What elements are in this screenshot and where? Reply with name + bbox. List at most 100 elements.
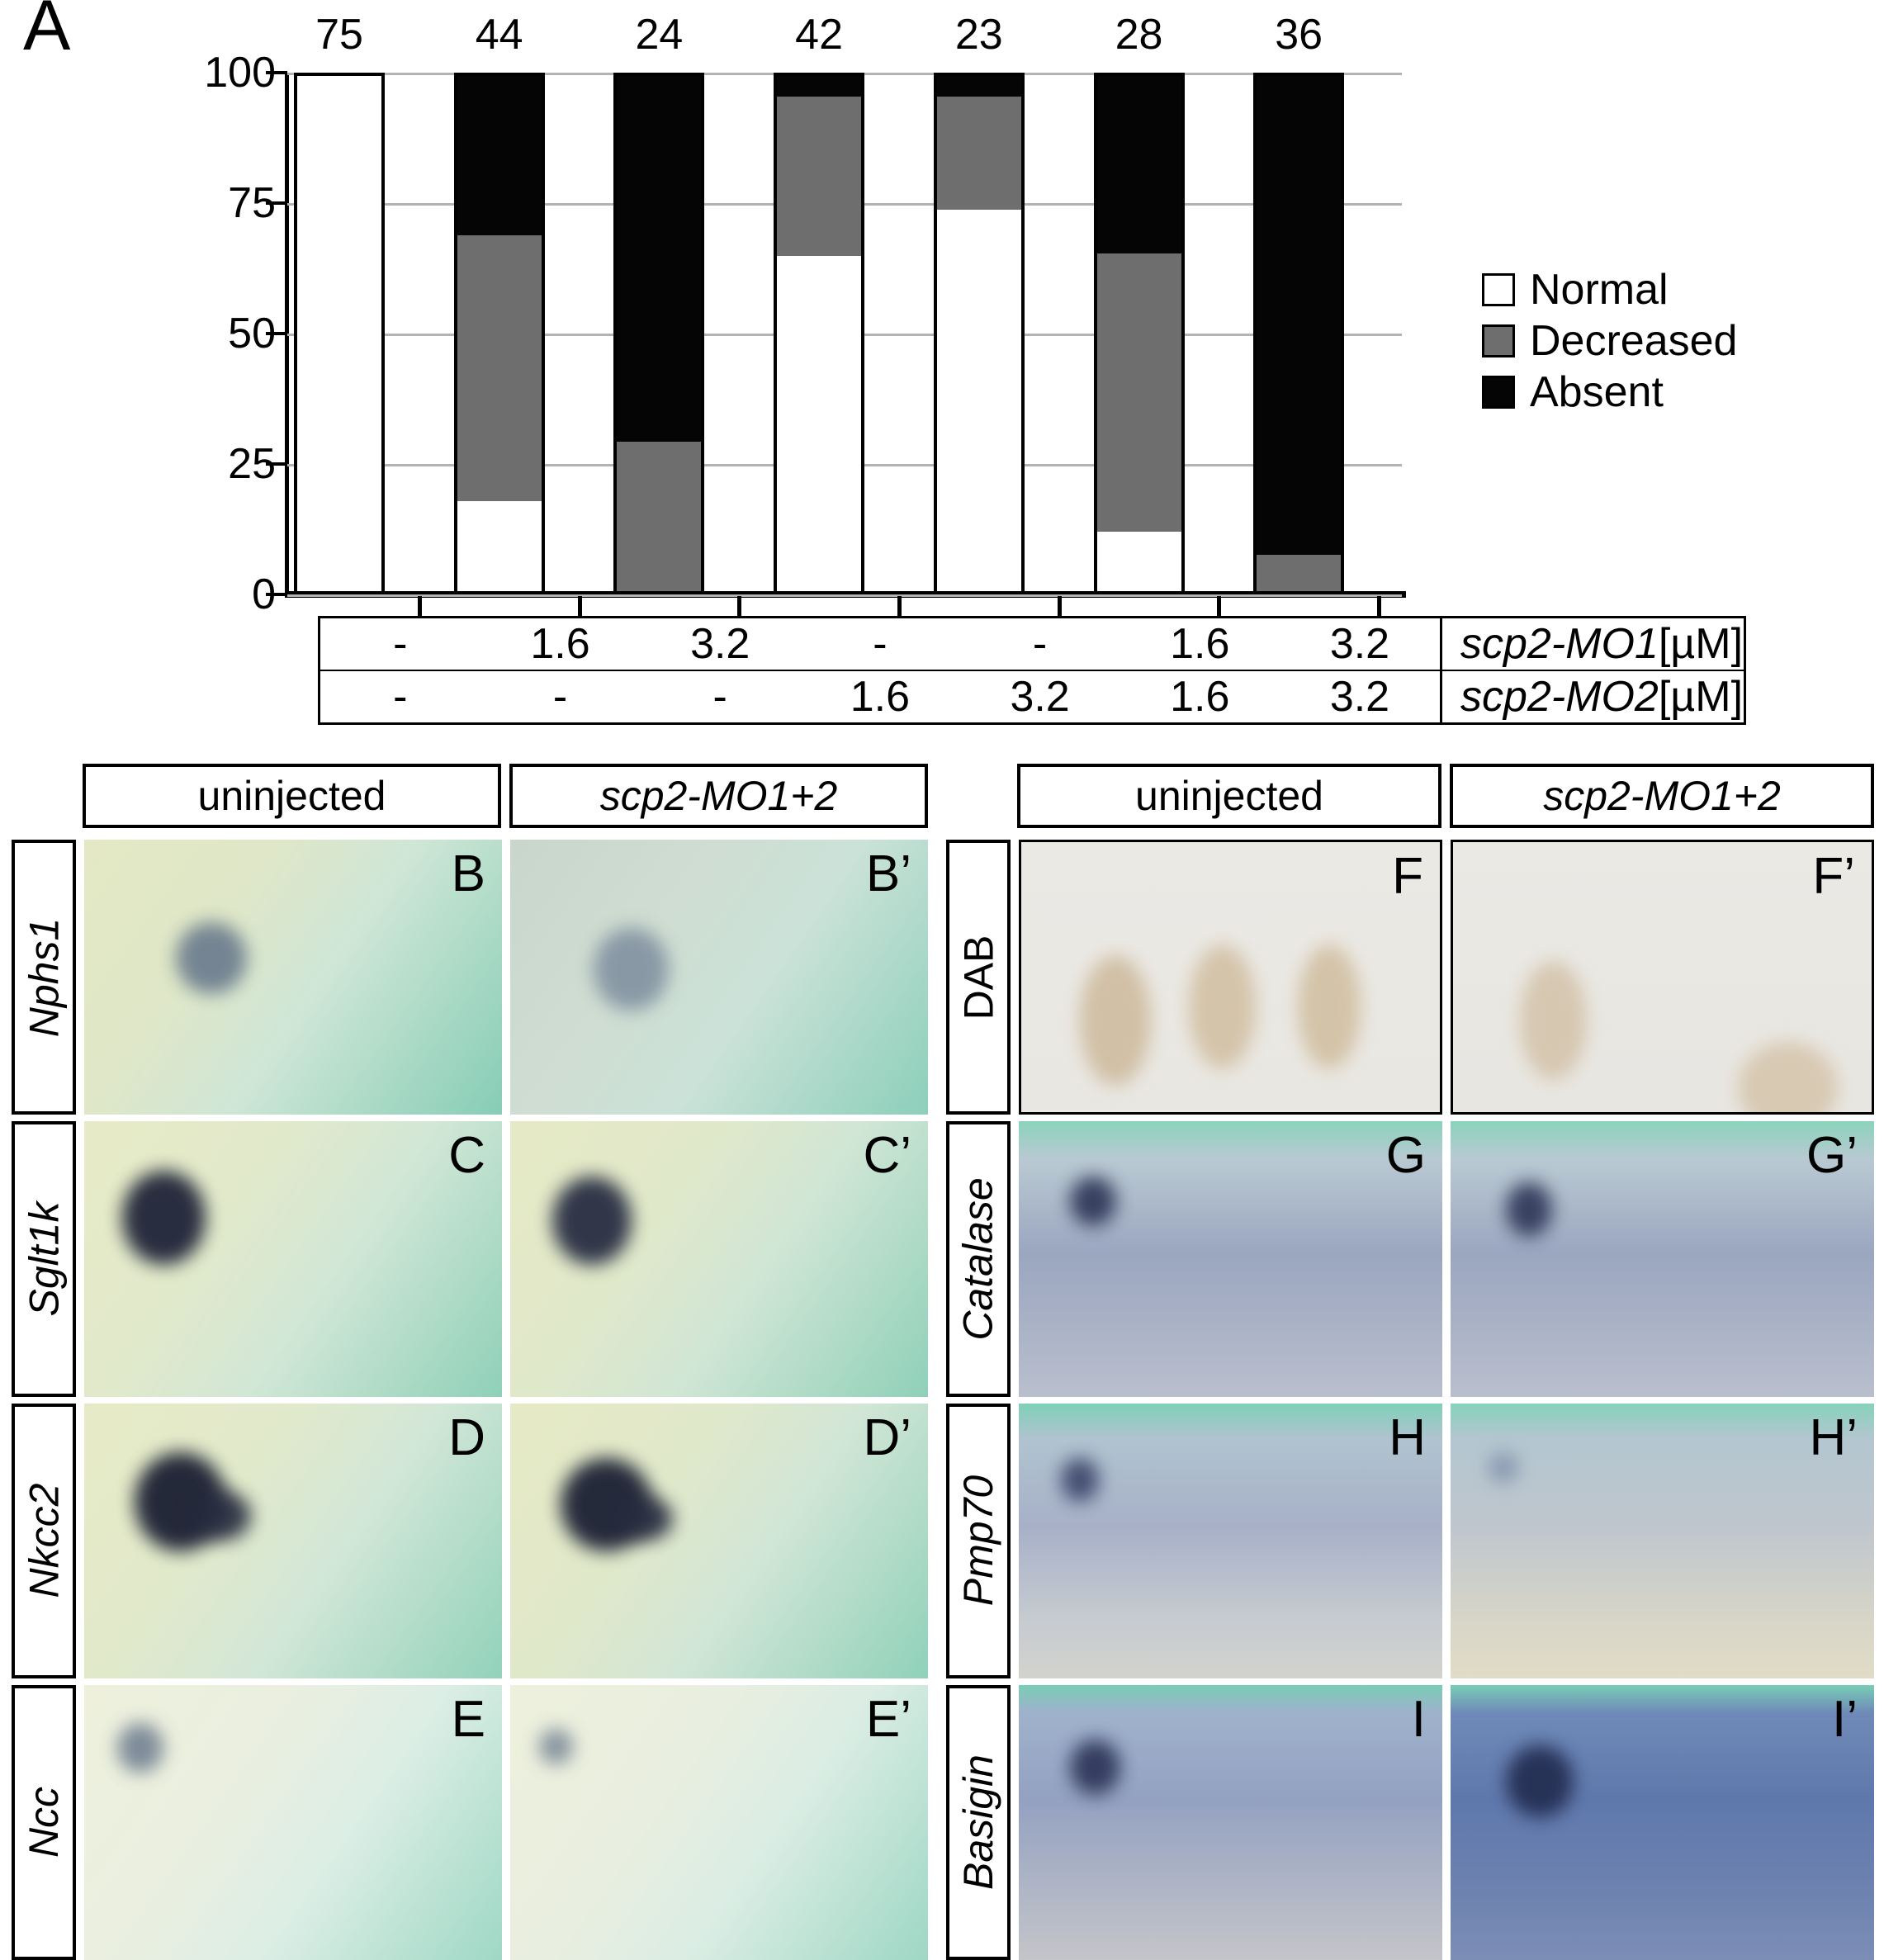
y-tick-label: 25: [228, 440, 276, 488]
bar-2: [453, 73, 545, 594]
bar-segment-absent: [617, 76, 702, 443]
stain-region: [192, 1491, 252, 1541]
panel-letter: E’: [865, 1690, 911, 1748]
panel-letter: I: [1411, 1690, 1426, 1748]
bar-segment-absent: [457, 76, 542, 236]
dose-cell: 3.2: [1329, 673, 1390, 721]
micrograph-row: Catalase G G’: [946, 1121, 1874, 1397]
micrograph-image: [1451, 1121, 1874, 1397]
stain-region: [618, 1496, 674, 1541]
dose-row-1: - 1.6 3.2 - - 1.6 3.2 scp2-MO1 [µM]: [320, 618, 1744, 670]
row-label-basigin: Basigin: [946, 1684, 1011, 1960]
bar-segment-normal: [297, 76, 381, 591]
micrograph-image: [510, 1121, 928, 1397]
dose-cell: -: [1032, 620, 1048, 668]
row-label-text: Pmp70: [955, 1475, 1001, 1607]
rows-right: DAB F F’ Catalase G G’ Pmp70 H H’ Basigin I I’: [946, 840, 1874, 1960]
header-row-left: uninjected scp2-MO1+2: [83, 764, 928, 828]
micrograph-panel-c-prime: C’: [510, 1121, 928, 1397]
y-tick-label: 75: [228, 179, 276, 227]
panel-letter: E: [451, 1690, 485, 1748]
rows-left: Nphs1 B B’ Sglt1k C C’ Nkcc2 D D’ Ncc E E’: [12, 840, 928, 1960]
micrograph-image: [1451, 1684, 1874, 1960]
micrograph-panel-d: D: [84, 1403, 502, 1678]
bar-6: [1093, 73, 1185, 594]
y-tick-label: 100: [204, 49, 276, 97]
panel-letter: C: [448, 1127, 485, 1185]
y-tick-label: 50: [228, 310, 276, 357]
micrograph-image: [1453, 842, 1872, 1113]
micrograph-image: [1451, 1403, 1874, 1678]
bar-segment-normal: [777, 256, 862, 591]
panel-letter: D’: [863, 1408, 911, 1466]
x-tick-mark: [417, 596, 422, 618]
micrograph-panel-g-prime: G’: [1451, 1121, 1874, 1397]
dose-values: - - - 1.6 3.2 1.6 3.2: [320, 675, 1440, 718]
stain-region: [1505, 1181, 1553, 1238]
panel-a-letter: A: [23, 0, 70, 65]
y-tick-mark: [266, 462, 287, 466]
micrograph-panel-e: E: [84, 1684, 502, 1960]
bar-segment-absent: [1096, 76, 1181, 254]
bar-count-label: 44: [475, 11, 523, 59]
bar-7: [1253, 73, 1345, 594]
row-label-text: Ncc: [21, 1787, 68, 1858]
dose-cell: 1.6: [1170, 620, 1230, 668]
bar-count-label: 36: [1275, 11, 1323, 59]
panel-letter: G: [1385, 1127, 1426, 1185]
micrograph-panel-h: H: [1019, 1403, 1442, 1678]
dose-row-2: - - - 1.6 3.2 1.6 3.2 scp2-MO2 [µM]: [320, 670, 1744, 722]
stain-region: [539, 1729, 573, 1765]
dose-cell: 3.2: [1010, 673, 1070, 721]
stain-region: [594, 927, 670, 1011]
micrograph-image: [510, 840, 928, 1115]
dose-row-label: scp2-MO1 [µM]: [1440, 618, 1744, 670]
micrograph-panel-i: I: [1019, 1684, 1442, 1960]
stain-region: [1489, 1452, 1519, 1484]
micrograph-grid: uninjected scp2-MO1+2 Nphs1 B B’ Sglt1k C C’ Nk…: [0, 764, 1884, 1960]
micrograph-panel-h-prime: H’: [1451, 1403, 1874, 1678]
x-tick-mark: [897, 596, 902, 618]
bar-5: [933, 73, 1025, 594]
stain-region: [551, 1176, 632, 1265]
row-label-nkcc2: Nkcc2: [12, 1403, 76, 1678]
micrograph-image: [510, 1403, 928, 1678]
legend-label-normal: Normal: [1530, 266, 1669, 314]
bar-segment-decreased: [936, 96, 1021, 211]
micrograph-panel-f-prime: F’: [1451, 840, 1874, 1115]
bar-segment-normal: [457, 500, 542, 591]
bar-count-label: 75: [315, 11, 363, 59]
legend-swatch-decreased: [1482, 324, 1515, 357]
micrograph-panel-d-prime: D’: [510, 1403, 928, 1678]
row-label-pmp70: Pmp70: [946, 1403, 1011, 1678]
x-tick-mark: [577, 596, 582, 618]
panel-letter: B: [451, 845, 485, 902]
panel-letter: C’: [863, 1127, 911, 1185]
panel-letter: F’: [1812, 848, 1855, 905]
bar-segment-decreased: [457, 235, 542, 501]
micrograph-panel-b: B: [84, 840, 502, 1115]
bar-segment-absent: [936, 76, 1021, 97]
row-label-text: Catalase: [955, 1177, 1001, 1341]
bar-segment-decreased: [617, 442, 702, 591]
stain-region: [1061, 1458, 1100, 1503]
y-tick-mark: [266, 71, 287, 74]
micrograph-panel-f: F: [1019, 840, 1442, 1115]
row-label-text: Nkcc2: [21, 1483, 68, 1598]
column-header-morphant: scp2-MO1+2: [1450, 764, 1874, 828]
micrograph-row: Nkcc2 D D’: [12, 1403, 928, 1678]
micrograph-image: [84, 1684, 502, 1960]
panel-letter: G’: [1806, 1127, 1858, 1185]
dose-row-label: scp2-MO2 [µM]: [1440, 671, 1744, 722]
row-label-nphs1: Nphs1: [12, 840, 76, 1115]
dose-cell: -: [393, 620, 408, 668]
stain-region: [117, 1723, 164, 1773]
bar-segment-absent: [1257, 76, 1342, 556]
row-label-sglt1k: Sglt1k: [12, 1121, 76, 1397]
bar-1: [294, 73, 385, 594]
legend-item-normal: Normal: [1482, 264, 1737, 315]
micrograph-block-left: uninjected scp2-MO1+2 Nphs1 B B’ Sglt1k C C’ Nk…: [12, 764, 928, 1960]
dose-cell: -: [552, 673, 568, 721]
stain-region: [1520, 960, 1588, 1080]
